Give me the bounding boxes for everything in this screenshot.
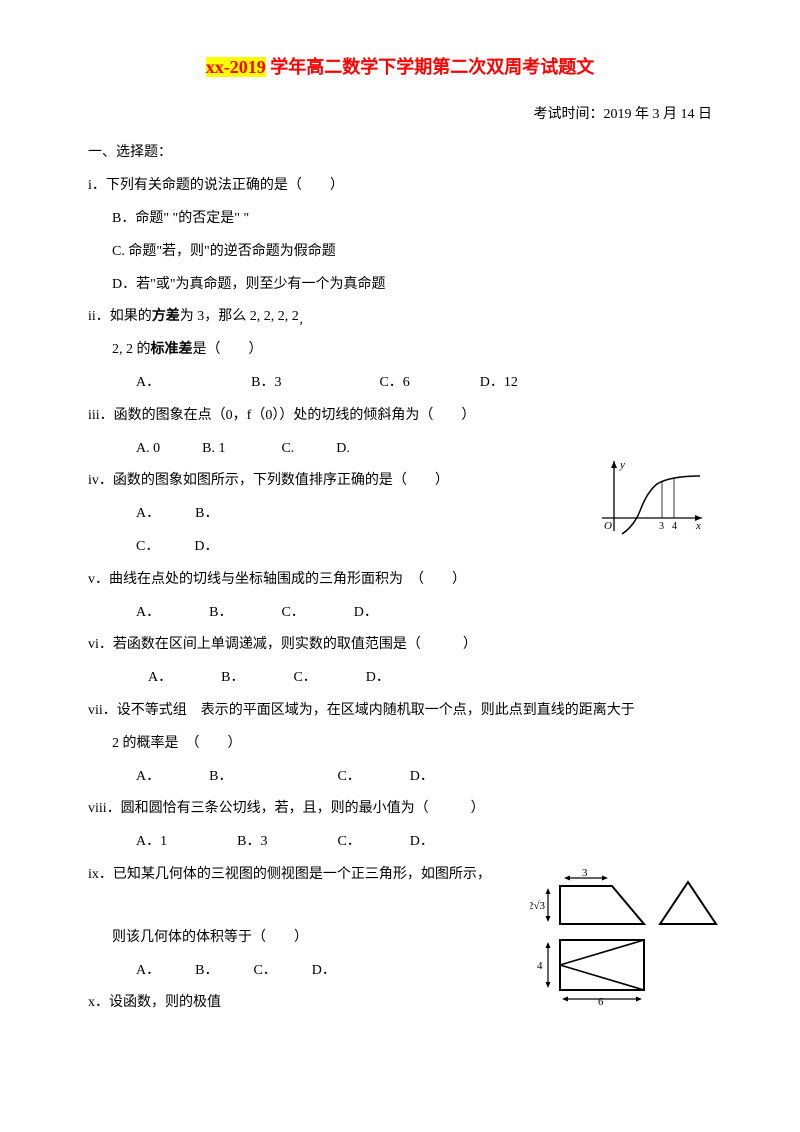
question-5: v．曲线在点处的切线与坐标轴围成的三角形面积为 （ ） [88,565,712,596]
question-7-line-2: 2 的概率是 （ ） [112,729,712,760]
title-rest: 学年高二数学下学期第二次双周考试题文 [266,57,595,77]
page-title: xx-2019 学年高二数学下学期第二次双周考试题文 [88,48,712,88]
q2-bold-2: 标准差 [151,342,193,357]
question-7-options: A． B． C． D． [136,762,712,793]
q2-text-2: 2, 2 的 [112,342,151,357]
question-2-options: A． B．3 C．6 D．12 [136,368,712,399]
title-highlight: xx-2019 [206,57,266,77]
question-2: ii．如果的方差为 3，那么 2, 2, 2, 2， [88,302,712,333]
three-view-diagram: 3 2√3 4 6 [530,868,720,1006]
svg-text:6: 6 [598,996,604,1006]
question-1: i．下列有关命题的说法正确的是（ ） [88,171,712,202]
q2-text-1: ii．如果的 [88,309,152,324]
question-2-line-2: 2, 2 的标准差是（ ） [112,335,712,366]
question-6-options: A． B． C． D． [148,663,712,694]
svg-text:2√3: 2√3 [530,900,546,912]
question-1-option-c: C. 命题"若，则"的逆否命题为假命题 [112,237,712,268]
question-7: vii．设不等式组 表示的平面区域为，在区域内随机取一个点，则此点到直线的距离大… [88,696,712,727]
q2-rest-1: 为 3，那么 2, 2, 2, 2 [180,309,299,324]
svg-text:4: 4 [537,960,543,972]
svg-text:3: 3 [659,521,664,532]
svg-text:4: 4 [672,521,677,532]
question-3: iii．函数的图象在点（0，f（0））处的切线的倾斜角为（ ） [88,401,712,432]
question-1-option-d: D．若"或"为真命题，则至少有一个为真命题 [112,270,712,301]
question-8-options: A．1 B．3 C． D． [136,827,712,858]
q2-comma: ， [299,316,309,327]
q2-rest-2: 是（ ） [193,342,263,357]
svg-text:3: 3 [582,868,588,879]
svg-text:y: y [619,459,625,471]
question-1-option-b: B．命题" "的否定是" " [112,204,712,235]
question-6: vi．若函数在区间上单调递减，则实数的取值范围是（ ） [88,630,712,661]
svg-text:x: x [695,520,701,532]
svg-text:O: O [604,520,612,532]
question-8: viii．圆和圆恰有三条公切线，若，且，则的最小值为（ ） [88,794,712,825]
q2-bold-1: 方差 [152,309,180,324]
curve-graph: O 3 4 x y [592,456,708,538]
section-header: 一、选择题： [88,138,712,169]
exam-time: 考试时间：2019 年 3 月 14 日 [88,100,712,131]
question-5-options: A． B． C． D． [136,598,712,629]
